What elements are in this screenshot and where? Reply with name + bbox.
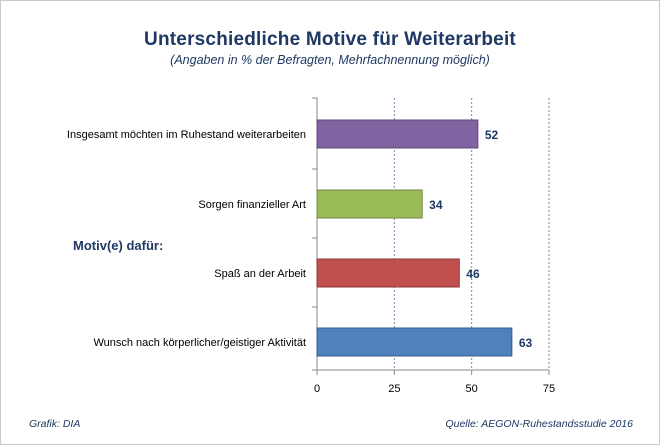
bar [316, 119, 479, 149]
value-label: 46 [466, 267, 480, 281]
x-tick-label: 75 [543, 383, 555, 395]
category-label: Spaß an der Arbeit [214, 268, 306, 280]
value-label: 34 [429, 198, 443, 212]
graphic-credit: Grafik: DIA [29, 418, 81, 430]
x-tick-label: 0 [314, 383, 320, 395]
category-label: Insgesamt möchten im Ruhestand weiterarb… [67, 129, 306, 141]
source-note: Quelle: AEGON-Ruhestandsstudie 2016 [445, 418, 633, 430]
category-label: Wunsch nach körperlicher/geistiger Aktiv… [93, 337, 306, 349]
x-tick-label: 25 [388, 383, 400, 395]
x-tick-label: 50 [466, 383, 478, 395]
bar [316, 327, 513, 357]
category-label: Sorgen finanzieller Art [198, 199, 306, 211]
value-label: 63 [519, 336, 533, 350]
value-label: 52 [485, 128, 499, 142]
group-label: Motiv(e) dafür: [73, 238, 163, 253]
bar [316, 189, 423, 219]
bar [316, 258, 460, 288]
chart-title: Unterschiedliche Motive für Weiterarbeit [144, 29, 516, 50]
chart-subtitle: (Angaben in % der Befragten, Mehrfachnen… [170, 53, 490, 67]
